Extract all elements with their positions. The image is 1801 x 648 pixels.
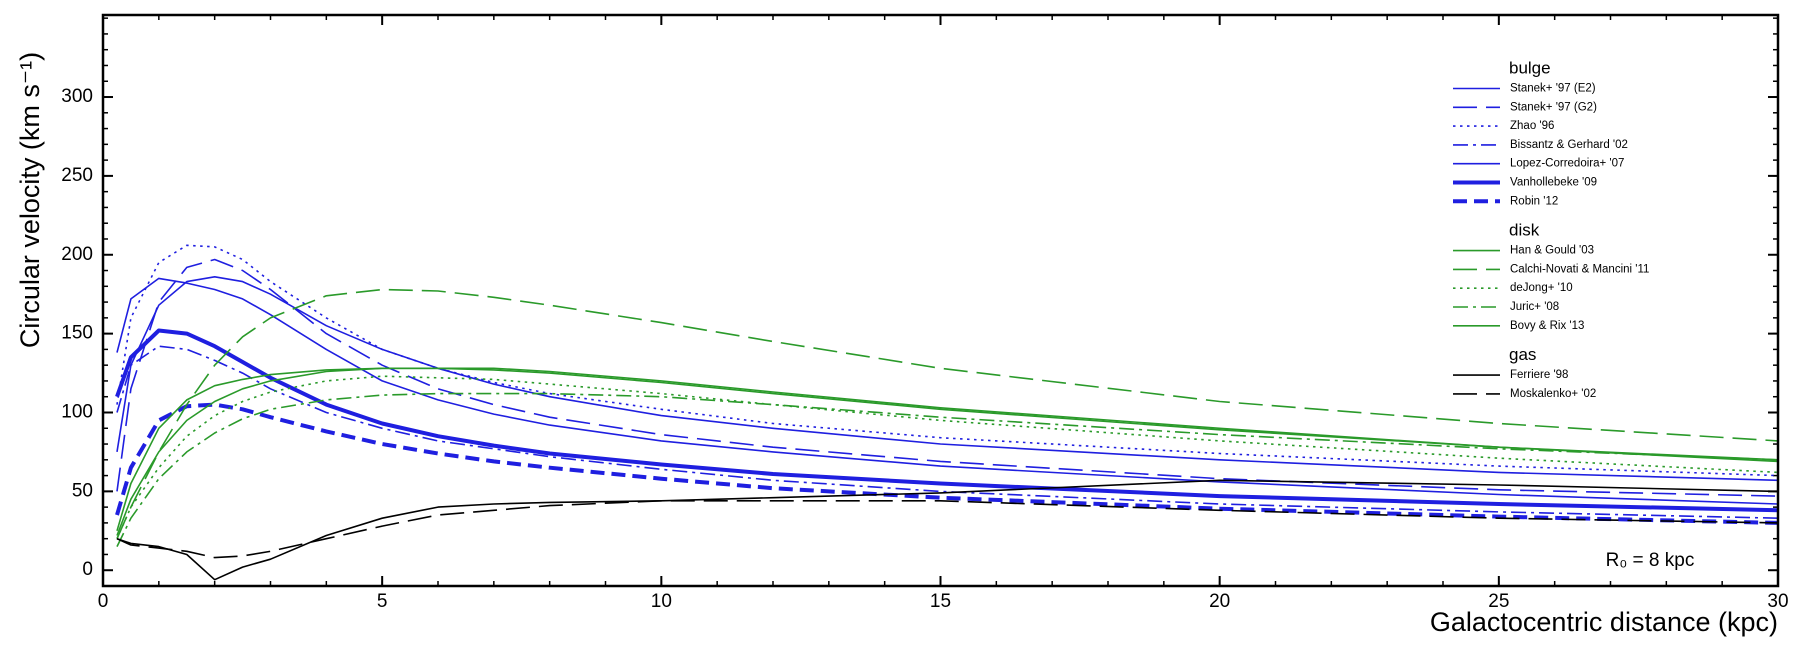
legend-group-title: gas (1509, 345, 1536, 364)
y-tick-label: 250 (61, 165, 93, 186)
legend-label: Calchi-Novati & Mancini '11 (1510, 263, 1649, 275)
annotation: R₀ = 8 kpc (1606, 550, 1695, 571)
legend-label: Bissantz & Gerhard '02 (1510, 139, 1628, 151)
legend-label: Lopez-Corredoira+ '07 (1510, 158, 1624, 170)
legend-label: Bovy & Rix '13 (1510, 320, 1584, 332)
y-tick-label: 200 (61, 244, 93, 265)
x-tick-label: 0 (98, 591, 109, 612)
y-tick-label: 0 (82, 559, 93, 580)
y-axis-label: Circular velocity (km s⁻¹) (15, 52, 45, 348)
x-tick-label: 25 (1488, 591, 1509, 612)
y-tick-label: 300 (61, 86, 93, 107)
series-line (116, 345, 1778, 519)
legend-label: Stanek+ '97 (G2) (1510, 101, 1597, 113)
legend-label: Moskalenko+ '02 (1510, 388, 1596, 400)
y-tick-label: 100 (61, 402, 93, 423)
y-tick-label: 50 (72, 480, 93, 501)
legend-label: Juric+ '08 (1510, 301, 1559, 313)
legend-label: Stanek+ '97 (E2) (1510, 83, 1596, 95)
series-line (116, 392, 1778, 547)
series-line (116, 367, 1778, 532)
series-line (116, 375, 1778, 540)
x-tick-label: 5 (377, 591, 388, 612)
series-line (116, 258, 1778, 497)
plot-frame (101, 13, 1780, 588)
legend-label: Ferriere '98 (1510, 369, 1568, 381)
legend-label: deJong+ '10 (1510, 282, 1573, 294)
y-tick-label: 150 (61, 323, 93, 344)
legend-label: Vanhollebeke '09 (1510, 177, 1597, 189)
series-line (116, 244, 1778, 477)
series-line (116, 277, 1778, 505)
legend-group-title: bulge (1509, 58, 1551, 77)
x-tick-label: 30 (1767, 591, 1788, 612)
x-tick-label: 15 (930, 591, 951, 612)
series-line (116, 288, 1778, 540)
series-line (115, 328, 1778, 513)
legend-label: Zhao '96 (1510, 120, 1554, 132)
series-line (115, 402, 1778, 525)
x-tick-label: 10 (651, 591, 672, 612)
legend-label: Robin '12 (1510, 195, 1558, 207)
legend-label: Han & Gould '03 (1510, 245, 1594, 257)
legend-group-title: disk (1509, 221, 1540, 240)
series-line (116, 276, 1778, 482)
series-line (116, 479, 1778, 581)
x-tick-label: 20 (1209, 591, 1230, 612)
x-axis-label: Galactocentric distance (kpc) (1430, 607, 1778, 637)
series-line (116, 500, 1778, 559)
